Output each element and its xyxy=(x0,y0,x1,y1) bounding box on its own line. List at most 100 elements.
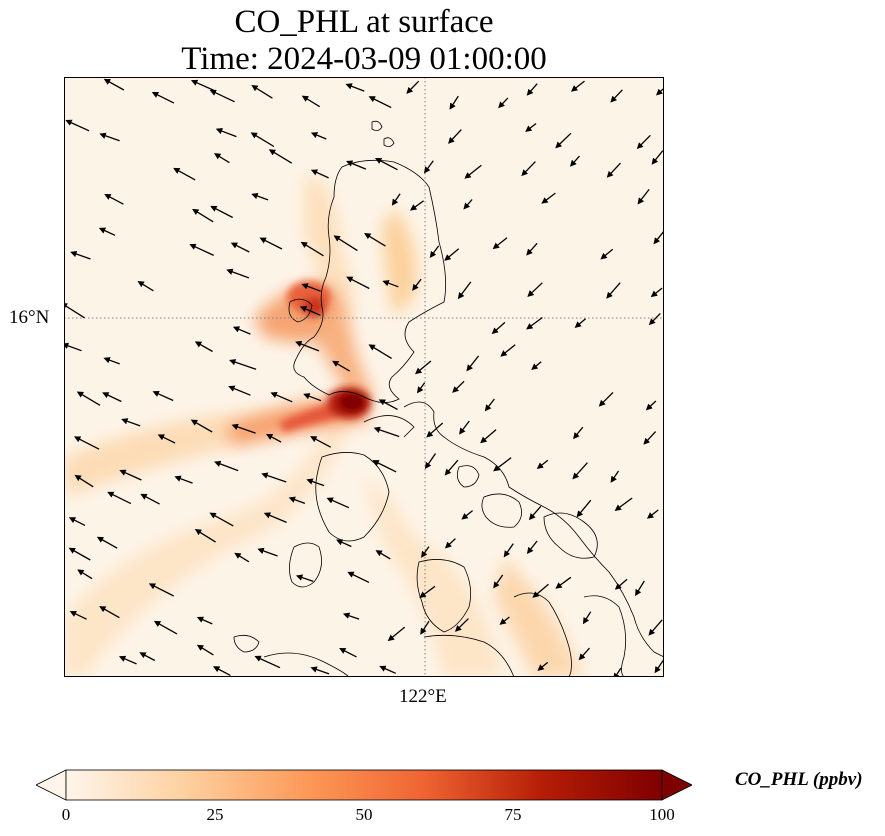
wind-arrow xyxy=(382,280,399,288)
wind-arrow xyxy=(526,83,538,96)
wind-arrow xyxy=(347,571,370,583)
wind-arrow xyxy=(310,666,330,675)
wind-arrow xyxy=(570,80,585,92)
wind-arrow xyxy=(655,87,664,96)
colorbar-tick-label: 0 xyxy=(61,805,71,824)
wind-arrow xyxy=(574,318,587,328)
wind-arrow xyxy=(295,574,314,583)
wind-arrow xyxy=(250,132,275,148)
wind-arrow xyxy=(573,426,584,440)
chart-title-line1: CO_PHL at surface xyxy=(234,4,494,40)
wind-arrow xyxy=(251,85,273,99)
wind-arrow xyxy=(257,547,278,557)
wind-arrow xyxy=(598,391,614,407)
wind-arrow xyxy=(77,569,93,580)
wind-arrow xyxy=(491,321,506,335)
wind-arrow xyxy=(326,497,350,509)
wind-arrow xyxy=(500,344,516,357)
wind-arrow xyxy=(448,129,462,144)
wind-arrow xyxy=(64,342,82,352)
wind-arrow xyxy=(484,398,495,412)
wind-arrow xyxy=(210,205,233,219)
wind-arrow xyxy=(231,423,256,434)
wind-arrow xyxy=(259,237,283,250)
wind-arrow xyxy=(103,357,120,365)
wind-arrow xyxy=(295,340,320,352)
wind-arrow xyxy=(391,193,401,206)
wind-arrow xyxy=(429,245,440,258)
wind-arrow xyxy=(499,616,510,625)
wind-arrow xyxy=(375,550,391,560)
wind-arrow xyxy=(526,316,543,330)
wind-arrow xyxy=(234,552,250,563)
wind-arrow xyxy=(525,122,537,132)
wind-arrow xyxy=(300,241,324,257)
wind-arrow xyxy=(301,95,321,108)
wind-arrow xyxy=(379,665,396,674)
wind-arrow xyxy=(635,580,645,597)
wind-arrow xyxy=(368,96,392,109)
wind-arrow xyxy=(152,390,174,402)
wind-arrow xyxy=(173,167,196,181)
wind-arrow xyxy=(610,89,623,103)
colorbar-max-extend xyxy=(661,769,692,801)
wind-arrow xyxy=(209,89,235,103)
wind-arrow xyxy=(74,474,94,488)
wind-arrow xyxy=(310,436,332,448)
wind-arrow xyxy=(541,192,556,204)
wind-arrow xyxy=(444,459,459,476)
wind-arrow xyxy=(378,399,398,410)
wind-arrow xyxy=(651,150,664,165)
colorbar xyxy=(36,769,692,801)
wind-arrow xyxy=(498,97,509,109)
wind-arrow xyxy=(492,237,508,250)
wind-arrow xyxy=(301,283,321,292)
map-border xyxy=(64,77,664,677)
wind-arrow xyxy=(336,539,352,548)
colorbar-tick-label: 25 xyxy=(206,805,224,824)
wind-arrow xyxy=(423,160,434,174)
wind-arrow xyxy=(569,155,580,167)
wind-arrow xyxy=(493,457,512,472)
wind-arrow xyxy=(415,360,432,375)
wind-arrow xyxy=(288,496,306,505)
wind-arrow xyxy=(555,132,572,149)
wind-arrow xyxy=(653,230,664,245)
wind-arrow xyxy=(345,83,365,92)
wind-arrow xyxy=(454,618,469,632)
wind-arrow xyxy=(310,132,327,140)
wind-arrow xyxy=(420,620,430,635)
concentration-core xyxy=(279,281,371,432)
wind-arrow xyxy=(526,242,538,256)
wind-arrow xyxy=(643,431,657,445)
wind-arrow xyxy=(192,208,214,223)
wind-arrow xyxy=(480,429,497,444)
wind-arrow xyxy=(251,192,269,201)
wind-arrow xyxy=(213,153,230,164)
wind-arrow xyxy=(190,79,215,91)
wind-arrow xyxy=(459,420,470,435)
wind-arrow xyxy=(426,422,444,438)
wind-arrow xyxy=(254,655,281,669)
wind-arrow xyxy=(444,538,456,549)
wind-arrow xyxy=(372,460,397,473)
wind-arrow xyxy=(457,281,472,300)
wind-arrow xyxy=(102,392,122,403)
wind-arrow xyxy=(70,250,91,260)
wind-arrow xyxy=(419,585,436,598)
wind-arrow xyxy=(452,380,465,393)
wind-arrow xyxy=(409,200,424,211)
wind-arrow xyxy=(310,169,329,179)
wind-arrow xyxy=(646,509,659,519)
wind-arrow xyxy=(137,281,154,292)
wind-arrow xyxy=(268,149,293,164)
wind-arrow xyxy=(333,235,358,252)
wind-arrow xyxy=(99,606,120,619)
wind-arrow xyxy=(444,248,460,261)
wind-arrow xyxy=(230,242,250,253)
wind-arrow xyxy=(412,278,422,291)
wind-arrow xyxy=(174,475,193,484)
wind-arrow xyxy=(531,361,542,371)
wind-arrow xyxy=(99,132,120,142)
wind-arrow xyxy=(555,576,572,589)
